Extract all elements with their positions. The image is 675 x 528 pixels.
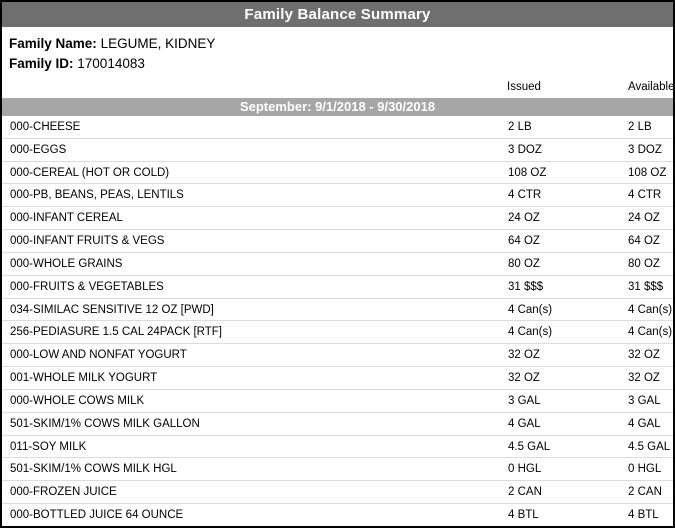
item-name: 001-WHOLE MILK YOGURT (10, 372, 158, 385)
table-row: 000-WHOLE COWS MILK 3 GAL 3 GAL (2, 390, 673, 413)
item-name: 000-WHOLE COWS MILK (10, 394, 145, 407)
issued-value: 3 GAL (508, 394, 541, 407)
item-name: 000-FROZEN JUICE (10, 486, 117, 499)
column-header-available: Available (628, 81, 675, 93)
issued-value: 2 LB (508, 120, 532, 133)
issued-value: 80 OZ (508, 257, 540, 270)
issued-value: 4 CTR (508, 189, 542, 202)
available-value: 3 GAL (628, 394, 661, 407)
issued-value: 2 CAN (508, 486, 542, 499)
table-row: 000-EGGS 3 DOZ 3 DOZ (2, 139, 673, 162)
family-info: Family Name: LEGUME, KIDNEY Family ID: 1… (2, 27, 673, 74)
available-value: 108 OZ (628, 166, 667, 179)
issued-value: 4 BTL (508, 508, 539, 521)
issued-value: 0 HGL (508, 463, 542, 476)
available-value: 4 Can(s) (628, 303, 673, 316)
family-name-value: LEGUME, KIDNEY (100, 36, 216, 51)
table-row: 000-CHEESE 2 LB 2 LB (2, 116, 673, 139)
table-row: 034-SIMILAC SENSITIVE 12 OZ [PWD] 4 Can(… (2, 299, 673, 322)
issued-value: 32 OZ (508, 372, 540, 385)
table-row: 000-FRUITS & VEGETABLES 31 $$$ 31 $$$ (2, 276, 673, 299)
period-label: September: 9/1/2018 - 9/30/2018 (239, 99, 436, 114)
item-name: 034-SIMILAC SENSITIVE 12 OZ [PWD] (10, 303, 214, 316)
issued-value: 24 OZ (508, 212, 540, 225)
issued-value: 4 Can(s) (508, 326, 553, 339)
available-value: 4.5 GAL (628, 440, 671, 453)
available-value: 2 CAN (628, 486, 662, 499)
issued-value: 4.5 GAL (508, 440, 551, 453)
issued-value: 4 Can(s) (508, 303, 553, 316)
table-row: 000-INFANT CEREAL 24 OZ 24 OZ (2, 207, 673, 231)
report-title-bar: Family Balance Summary (2, 2, 673, 27)
item-name: 000-PB, BEANS, PEAS, LENTILS (10, 189, 184, 202)
issued-value: 31 $$$ (508, 280, 544, 293)
available-value: 80 OZ (628, 257, 660, 270)
issued-value: 108 OZ (508, 166, 547, 179)
balance-table: 000-CHEESE 2 LB 2 LB 000-EGGS 3 DOZ 3 DO… (2, 116, 673, 526)
table-row: 000-LOW AND NONFAT YOGURT 32 OZ 32 OZ (2, 344, 673, 368)
column-header-issued: Issued (507, 81, 541, 93)
item-name: 000-CEREAL (HOT OR COLD) (10, 166, 170, 179)
report-title: Family Balance Summary (244, 6, 431, 23)
item-name: 011-SOY MILK (10, 440, 87, 453)
item-name: 000-CHEESE (10, 120, 81, 133)
item-name: 000-EGGS (10, 143, 67, 156)
issued-value: 32 OZ (508, 349, 540, 362)
item-name: 000-INFANT CEREAL (10, 212, 123, 225)
available-value: 3 DOZ (628, 143, 662, 156)
table-row: 000-INFANT FRUITS & VEGS 64 OZ 64 OZ (2, 230, 673, 253)
item-name: 000-LOW AND NONFAT YOGURT (10, 349, 187, 362)
available-value: 0 HGL (628, 463, 662, 476)
issued-value: 4 GAL (508, 417, 541, 430)
available-value: 4 BTL (628, 508, 659, 521)
item-name: 501-SKIM/1% COWS MILK GALLON (10, 417, 200, 430)
family-id-line: Family ID: 170014083 (9, 54, 666, 74)
available-value: 64 OZ (628, 235, 660, 248)
family-name-line: Family Name: LEGUME, KIDNEY (9, 34, 666, 54)
available-value: 4 Can(s) (628, 326, 673, 339)
family-name-label: Family Name: (9, 36, 97, 51)
table-row: 000-BOTTLED JUICE 64 OUNCE 4 BTL 4 BTL (2, 504, 673, 526)
table-row: 000-FROZEN JUICE 2 CAN 2 CAN (2, 481, 673, 505)
table-row: 011-SOY MILK 4.5 GAL 4.5 GAL (2, 436, 673, 459)
column-headers: Issued Available (2, 74, 675, 98)
item-name: 256-PEDIASURE 1.5 CAL 24PACK [RTF] (10, 326, 222, 339)
item-name: 000-INFANT FRUITS & VEGS (10, 235, 165, 248)
table-row: 001-WHOLE MILK YOGURT 32 OZ 32 OZ (2, 367, 673, 390)
available-value: 32 OZ (628, 349, 660, 362)
family-id-label: Family ID: (9, 56, 74, 71)
item-name: 000-WHOLE GRAINS (10, 257, 123, 270)
available-value: 24 OZ (628, 212, 660, 225)
available-value: 4 CTR (628, 189, 662, 202)
issued-value: 3 DOZ (508, 143, 542, 156)
table-row: 501-SKIM/1% COWS MILK HGL 0 HGL 0 HGL (2, 458, 673, 482)
available-value: 4 GAL (628, 417, 661, 430)
item-name: 000-BOTTLED JUICE 64 OUNCE (10, 508, 184, 521)
item-name: 000-FRUITS & VEGETABLES (10, 280, 164, 293)
table-row: 000-CEREAL (HOT OR COLD) 108 OZ 108 OZ (2, 162, 673, 185)
table-row: 256-PEDIASURE 1.5 CAL 24PACK [RTF] 4 Can… (2, 321, 673, 345)
available-value: 2 LB (628, 120, 652, 133)
period-banner: September: 9/1/2018 - 9/30/2018 (2, 98, 673, 116)
available-value: 32 OZ (628, 372, 660, 385)
family-id-value: 170014083 (77, 56, 145, 71)
table-row: 000-WHOLE GRAINS 80 OZ 80 OZ (2, 253, 673, 276)
table-row: 501-SKIM/1% COWS MILK GALLON 4 GAL 4 GAL (2, 413, 673, 436)
issued-value: 64 OZ (508, 235, 540, 248)
table-row: 000-PB, BEANS, PEAS, LENTILS 4 CTR 4 CTR (2, 184, 673, 208)
available-value: 31 $$$ (628, 280, 664, 293)
item-name: 501-SKIM/1% COWS MILK HGL (10, 463, 177, 476)
